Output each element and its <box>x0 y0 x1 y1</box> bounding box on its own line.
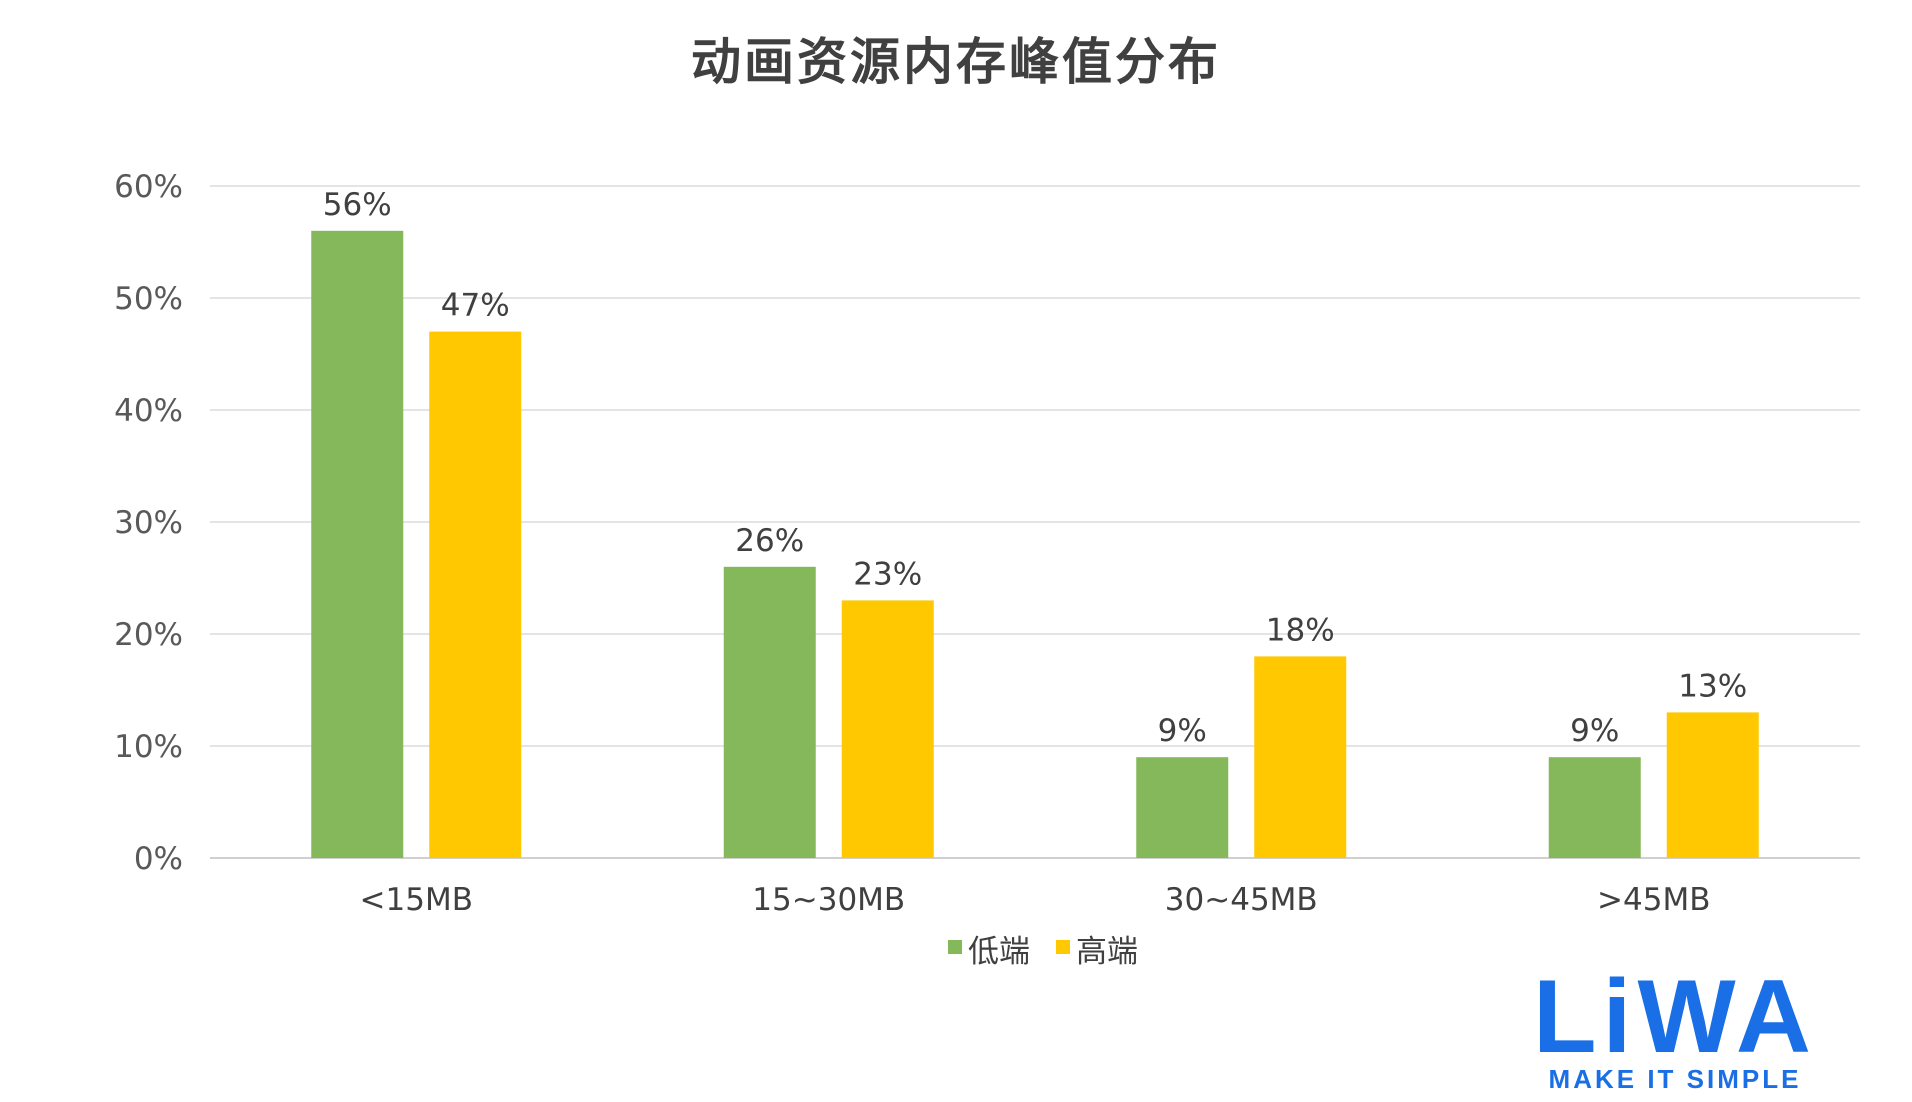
x-axis-categories: <15MB 15~30MB 30~45MB >45MB <box>360 882 1711 918</box>
data-label: 13% <box>1678 668 1747 704</box>
y-tick-label: 60% <box>114 169 183 205</box>
legend-swatch <box>1056 940 1070 954</box>
chart-title: 动画资源内存峰值分布 <box>691 33 1221 91</box>
data-label: 18% <box>1266 612 1335 648</box>
bar-high-end <box>841 600 934 858</box>
legend-label: 低端 <box>968 934 1030 970</box>
y-tick-label: 50% <box>114 281 183 317</box>
x-category-label: <15MB <box>360 882 473 918</box>
y-tick-label: 10% <box>114 729 183 765</box>
legend-label: 高端 <box>1076 934 1138 970</box>
y-axis-ticks: 0% 10% 20% 30% 40% 50% 60% <box>114 169 183 877</box>
bar-low-end <box>1548 757 1641 858</box>
data-labels: 56% 47% 26% 23% 9% 18% 9% 13% <box>323 187 1747 749</box>
bar-low-end <box>723 566 816 858</box>
y-tick-label: 40% <box>114 393 183 429</box>
bar-high-end <box>1254 656 1347 858</box>
x-category-label: 15~30MB <box>752 882 905 918</box>
logo-wordmark: LiWA <box>1533 964 1817 1075</box>
data-label: 9% <box>1158 713 1207 749</box>
data-label: 47% <box>441 288 510 324</box>
legend-swatch <box>948 940 962 954</box>
legend: 低端 高端 <box>948 934 1138 970</box>
y-tick-label: 30% <box>114 505 183 541</box>
bars <box>311 230 1759 859</box>
data-label: 56% <box>323 187 392 223</box>
x-category-label: >45MB <box>1597 882 1710 918</box>
bar-high-end <box>429 331 522 859</box>
bar-low-end <box>311 230 404 859</box>
x-category-label: 30~45MB <box>1165 882 1318 918</box>
liwa-logo: LiWA MAKE IT SIMPLE <box>1533 964 1817 1094</box>
data-label: 23% <box>853 556 922 592</box>
bar-low-end <box>1136 757 1229 858</box>
logo-tagline: MAKE IT SIMPLE <box>1549 1064 1802 1094</box>
data-label: 26% <box>735 523 804 559</box>
y-tick-label: 20% <box>114 617 183 653</box>
bar-high-end <box>1666 712 1759 858</box>
data-label: 9% <box>1570 713 1619 749</box>
y-tick-label: 0% <box>134 841 183 877</box>
